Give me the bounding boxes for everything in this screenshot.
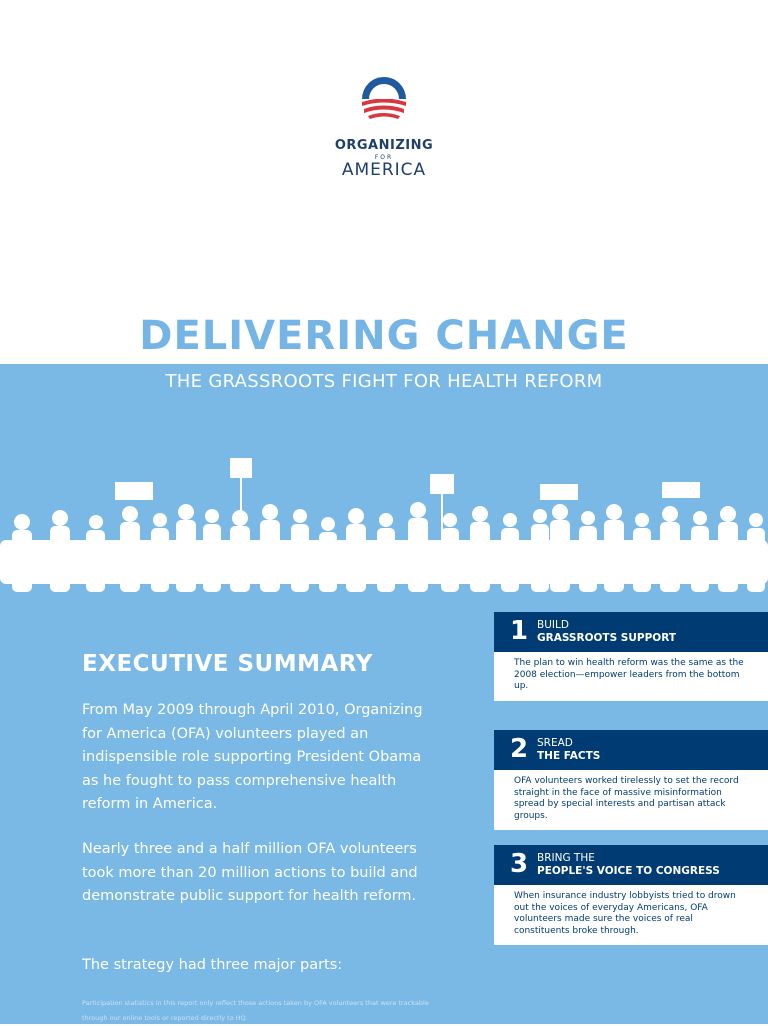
step-label-bottom: GRASSROOTS SUPPORT xyxy=(537,632,676,644)
step-card-header: 3 BRING THE PEOPLE'S VOICE TO CONGRESS xyxy=(494,845,768,885)
footnote: Participation statistics in this report … xyxy=(82,999,429,1022)
step-label-top: BRING THE xyxy=(537,852,595,864)
ofa-logo: ORGANIZING FOR AMERICA xyxy=(0,74,768,180)
step-label-top: SREAD xyxy=(537,737,573,749)
step-number: 1 xyxy=(510,616,529,646)
summary-paragraph-2: Nearly three and a half million OFA volu… xyxy=(82,841,418,904)
step-description: OFA volunteers worked tirelessly to set … xyxy=(494,770,768,830)
header-area: ORGANIZING FOR AMERICA xyxy=(0,0,768,364)
org-name-line3: AMERICA xyxy=(341,160,427,180)
executive-summary-heading: EXECUTIVE SUMMARY xyxy=(82,651,373,677)
step-card-1: 1 BUILD GRASSROOTS SUPPORT The plan to w… xyxy=(494,612,768,701)
step-label-top: BUILD xyxy=(537,619,569,631)
step-label-bottom: PEOPLE'S VOICE TO CONGRESS xyxy=(537,865,720,877)
step-description: When insurance industry lobbyists tried … xyxy=(494,885,768,945)
page-subtitle: THE GRASSROOTS FIGHT FOR HEALTH REFORM xyxy=(165,371,603,392)
crowd-silhouette-illustration xyxy=(0,458,768,592)
step-card-header: 2 SREAD THE FACTS xyxy=(494,730,768,770)
step-label-bottom: THE FACTS xyxy=(537,750,601,762)
org-name-line2: FOR xyxy=(374,154,394,161)
summary-paragraph-3: The strategy had three major parts: xyxy=(82,957,343,973)
step-card-header: 1 BUILD GRASSROOTS SUPPORT xyxy=(494,612,768,652)
step-card-2: 2 SREAD THE FACTS OFA volunteers worked … xyxy=(494,730,768,830)
rising-sun-logo-icon xyxy=(359,77,409,124)
page-title: DELIVERING CHANGE xyxy=(139,313,629,359)
step-number: 3 xyxy=(510,849,529,879)
summary-paragraph-1: From May 2009 through April 2010, Organi… xyxy=(82,702,423,812)
step-number: 2 xyxy=(510,734,529,764)
step-description: The plan to win health reform was the sa… xyxy=(494,652,768,701)
org-name-line1: ORGANIZING xyxy=(334,138,434,153)
step-card-3: 3 BRING THE PEOPLE'S VOICE TO CONGRESS W… xyxy=(494,845,768,945)
